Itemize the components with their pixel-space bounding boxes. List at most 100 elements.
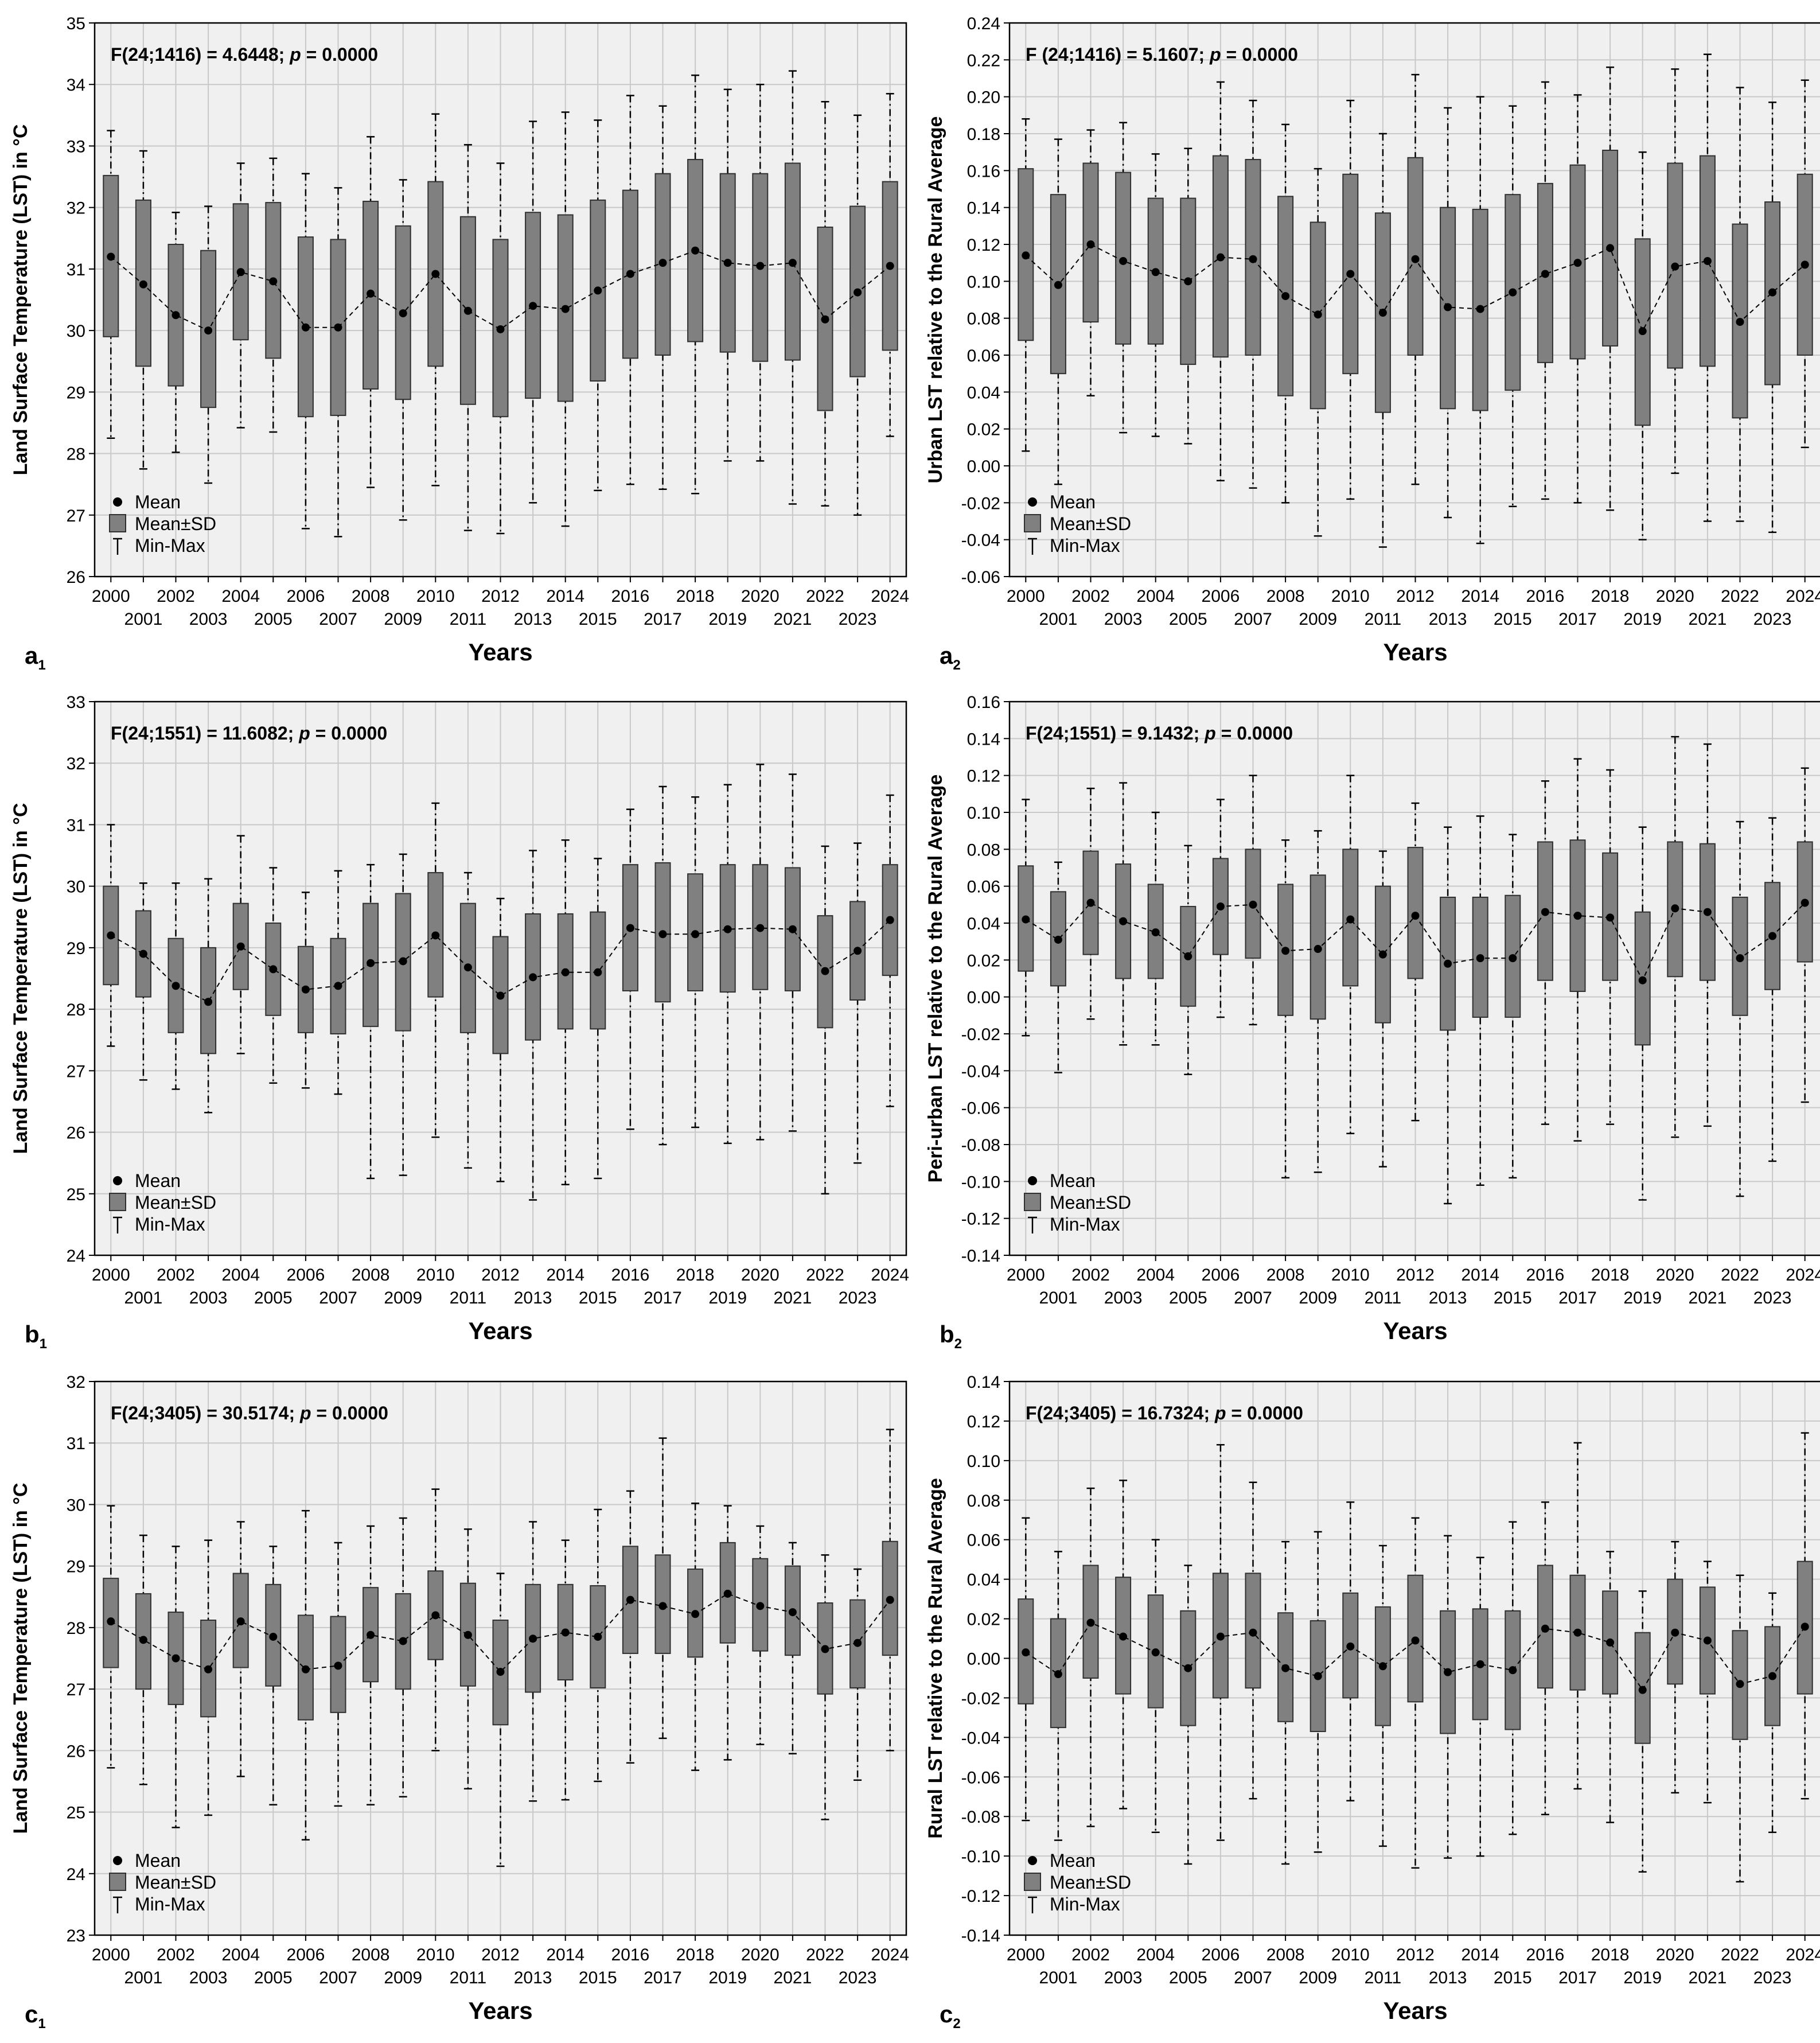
- stats-p-value: = 0.0000: [1216, 723, 1293, 744]
- mean-point: [367, 289, 375, 298]
- mean-point: [334, 1661, 342, 1670]
- y-axis-label: Land Surface Temperature (LST) in °C: [10, 124, 32, 476]
- y-tick-label: 0.10: [967, 804, 1000, 823]
- y-tick-label: 0.10: [967, 273, 1000, 291]
- mean-point: [529, 302, 537, 310]
- chart-panel-c2: -0.14 -0.12 -0.10 -0.08 -0.06 -0.04 -0.02 0.00 0…: [925, 1373, 1820, 2032]
- x-tick-label: 2004: [1136, 1945, 1175, 1964]
- x-tick-label: 2014: [1461, 1266, 1499, 1285]
- mean-point: [399, 1637, 407, 1645]
- mean-point: [594, 968, 602, 976]
- sd-box: [1115, 1577, 1132, 1695]
- mean-point: [788, 925, 797, 933]
- y-axis-label: Land Surface Temperature (LST) in °C: [10, 803, 32, 1154]
- panel-subscript: 2: [954, 1336, 962, 1352]
- legend-mean-marker: [1028, 1176, 1037, 1185]
- mean-point: [1703, 256, 1712, 265]
- x-tick-label: 2018: [1591, 1945, 1630, 1964]
- x-tick-label: 2007: [319, 1289, 357, 1307]
- stats-p-label: p: [289, 44, 301, 65]
- y-tick-label: 0.04: [967, 915, 1000, 933]
- legend-mean-marker: [113, 1856, 122, 1865]
- x-tick-label: 2017: [644, 610, 682, 629]
- x-tick-label: 2005: [1169, 610, 1207, 629]
- x-tick-label: 2004: [1136, 587, 1175, 606]
- mean-point: [691, 1610, 700, 1618]
- y-tick-label: -0.08: [961, 1136, 1000, 1155]
- mean-point: [301, 1665, 310, 1674]
- y-tick-label: 25: [67, 1804, 85, 1823]
- legend-sd-label: Mean±SD: [1050, 1192, 1131, 1213]
- x-tick-label: 2020: [1656, 587, 1694, 606]
- mean-point: [626, 270, 634, 278]
- x-tick-label: 2011: [450, 610, 487, 629]
- x-tick-label: 2018: [1591, 1266, 1630, 1285]
- mean-point: [1800, 898, 1809, 907]
- x-tick-label: 2018: [676, 587, 715, 606]
- y-tick-label: 0.12: [967, 236, 1000, 255]
- sd-box: [1180, 906, 1197, 1007]
- mean-point: [431, 270, 440, 278]
- mean-point: [723, 925, 732, 933]
- x-tick-label: 2011: [450, 1968, 487, 1987]
- mean-point: [301, 323, 310, 332]
- y-ticks: -0.14 -0.12 -0.10 -0.08 -0.06 -0.04 -0.02 0.00 0…: [961, 1373, 1010, 1945]
- mean-point: [1541, 1624, 1549, 1633]
- legend-range-label: Min-Max: [135, 1214, 205, 1235]
- mean-point: [1703, 1636, 1712, 1645]
- legend-sd-label: Mean±SD: [135, 1872, 216, 1893]
- y-tick-label: 32: [67, 1373, 85, 1392]
- mean-point: [561, 1628, 570, 1637]
- mean-point: [399, 957, 407, 966]
- mean-point: [1314, 310, 1322, 319]
- x-tick-label: 2006: [287, 587, 325, 606]
- x-tick-label: 2007: [1234, 610, 1272, 629]
- stats-f-value: F(24;3405) = 30.5174;: [111, 1403, 300, 1423]
- sd-box: [167, 937, 184, 1033]
- y-tick-label: -0.04: [961, 531, 1000, 550]
- x-ticks: 2000 2001 2002 2003 2004 2005 2006 2007 2008 2009…: [1007, 577, 1820, 629]
- x-tick-label: 2021: [774, 1289, 812, 1307]
- mean-point: [172, 1654, 180, 1663]
- panel-letter: a: [25, 642, 38, 669]
- mean-point: [367, 959, 375, 967]
- y-tick-label: -0.06: [961, 568, 1000, 587]
- mean-point: [139, 1636, 147, 1644]
- mean-point: [1314, 945, 1322, 954]
- mean-point: [854, 947, 862, 955]
- panel-letter: c: [25, 2001, 38, 2028]
- mean-point: [1346, 1642, 1355, 1651]
- mean-point: [1022, 915, 1030, 924]
- x-tick-label: 2015: [579, 610, 617, 629]
- x-tick-label: 2012: [1396, 587, 1435, 606]
- x-tick-label: 2005: [254, 610, 293, 629]
- mean-point: [1054, 935, 1062, 944]
- x-tick-label: 2003: [189, 1968, 228, 1987]
- mean-point: [1768, 288, 1777, 297]
- mean-point: [236, 268, 245, 277]
- x-tick-label: 2001: [1039, 610, 1078, 629]
- y-tick-label: 27: [67, 1680, 85, 1699]
- mean-point: [399, 309, 407, 318]
- y-tick-label: 0.16: [967, 693, 1000, 712]
- x-tick-label: 2009: [384, 1289, 422, 1307]
- sd-box: [1699, 155, 1716, 367]
- x-tick-label: 2007: [1234, 1289, 1272, 1307]
- x-tick-label: 2016: [1526, 587, 1565, 606]
- mean-point: [107, 252, 115, 261]
- x-tick-label: 2023: [839, 610, 877, 629]
- y-tick-label: 28: [67, 445, 85, 464]
- x-axis-label: Years: [1383, 639, 1447, 666]
- x-tick-label: 2021: [1689, 1968, 1727, 1987]
- x-tick-label: 2008: [352, 1945, 390, 1964]
- mean-point: [496, 325, 505, 333]
- mean-point: [1671, 904, 1679, 913]
- legend-mean-label: Mean: [1050, 1850, 1096, 1871]
- x-tick-label: 2005: [1169, 1289, 1207, 1307]
- mean-point: [561, 305, 570, 313]
- mean-point: [269, 277, 278, 286]
- mean-point: [821, 315, 829, 324]
- mean-point: [431, 931, 440, 940]
- x-tick-label: 2023: [1753, 610, 1792, 629]
